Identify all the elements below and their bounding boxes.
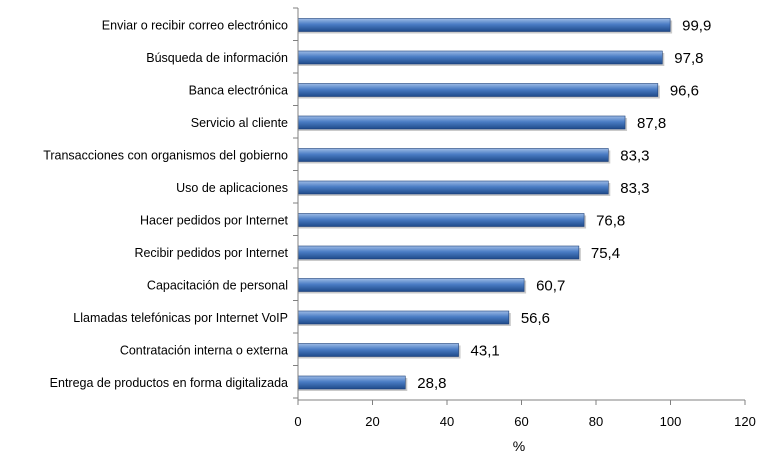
data-label: 43,1	[471, 343, 500, 360]
data-label: 97,8	[674, 50, 703, 67]
data-label: 76,8	[596, 213, 625, 230]
data-label: 99,9	[682, 18, 711, 35]
data-label: 83,3	[620, 180, 649, 197]
category-label: Uso de aplicaciones	[176, 181, 288, 195]
data-label: 96,6	[670, 83, 699, 100]
category-label: Hacer pedidos por Internet	[140, 214, 289, 228]
bar	[297, 18, 671, 32]
category-label: Búsqueda de información	[146, 51, 288, 65]
category-label: Banca electrónica	[189, 84, 288, 98]
bar	[297, 343, 459, 357]
data-label: 60,7	[536, 278, 565, 295]
plot-area: Enviar o recibir correo electrónico 99,9 B…	[43, 7, 756, 429]
x-tick-label: 60	[514, 414, 528, 429]
category-label: Transacciones con organismos del gobiern…	[43, 149, 288, 163]
data-label: 87,8	[637, 115, 666, 132]
bar	[297, 375, 406, 390]
x-tick-label: 120	[734, 414, 756, 429]
category-label: Llamadas telefónicas por Internet VoIP	[73, 311, 288, 325]
bar	[297, 180, 609, 195]
bar	[297, 148, 609, 162]
bar	[297, 50, 663, 65]
category-label: Entrega de productos en forma digitaliza…	[50, 376, 288, 390]
bar	[297, 213, 585, 227]
category-label: Capacitación de personal	[147, 279, 288, 293]
x-tick-label: 100	[660, 414, 682, 429]
category-label: Enviar o recibir correo electrónico	[102, 19, 288, 33]
x-tick-label: 80	[589, 414, 603, 429]
bar	[297, 245, 580, 260]
data-label: 75,4	[591, 245, 620, 262]
data-label: 83,3	[620, 148, 649, 165]
category-label: Servicio al cliente	[191, 116, 288, 130]
data-label: 28,8	[417, 375, 446, 392]
category-label: Recibir pedidos por Internet	[134, 246, 288, 260]
bar	[297, 83, 659, 97]
x-tick-label: 20	[365, 414, 379, 429]
x-tick-label: 0	[294, 414, 301, 429]
data-label: 56,6	[521, 310, 550, 327]
bar	[297, 310, 510, 325]
category-label: Contratación interna o externa	[120, 344, 288, 358]
x-axis-title: %	[513, 438, 525, 454]
bar	[297, 278, 525, 292]
x-tick-label: 40	[440, 414, 454, 429]
bar	[297, 115, 626, 130]
